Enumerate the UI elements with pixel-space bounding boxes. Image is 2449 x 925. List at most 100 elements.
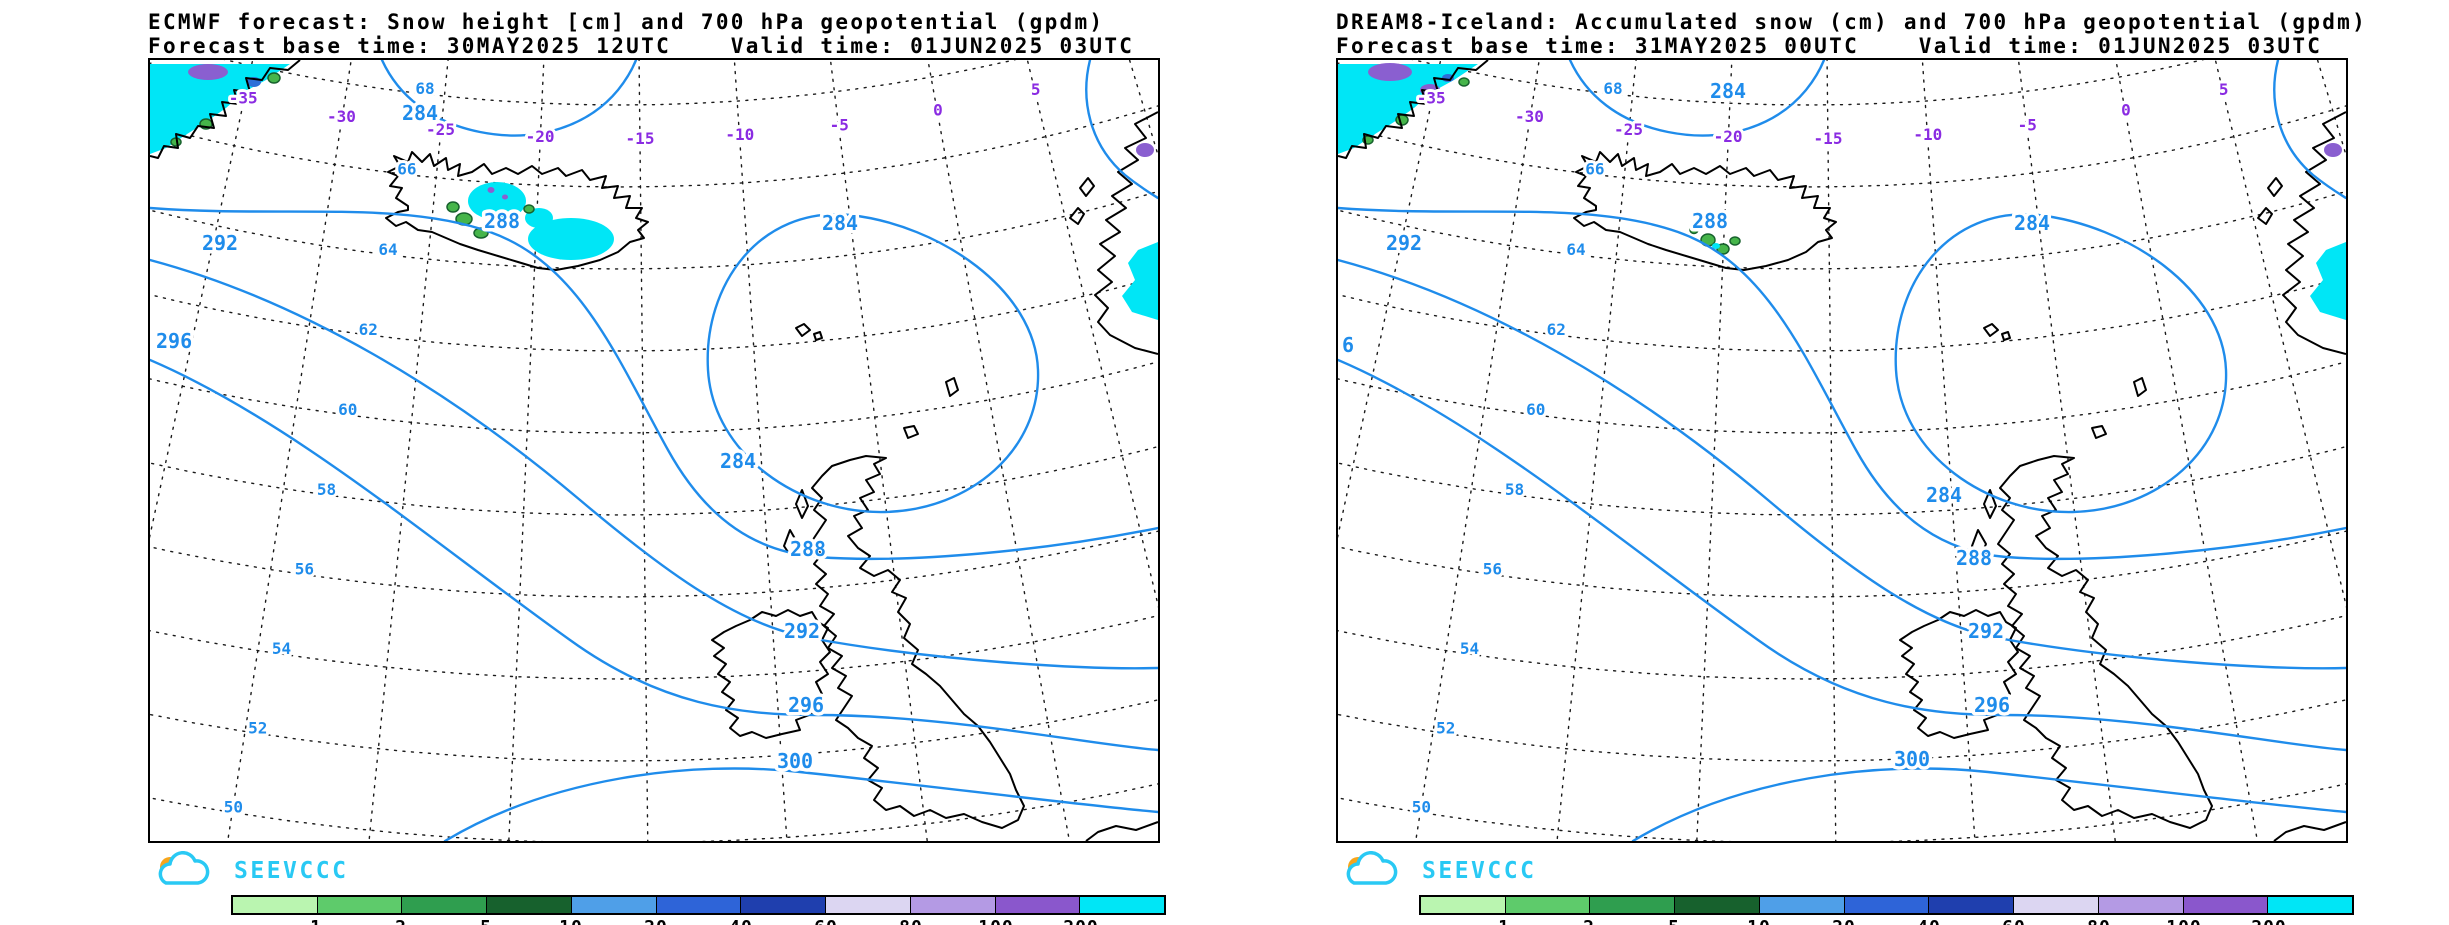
colorbar-tick-label: 40 (1917, 917, 1941, 925)
seevccc-logo: SEEVCCC (152, 851, 1156, 891)
graticule-grid (150, 60, 1158, 841)
panel-footer: SEEVCCC 1 2 5 10 20 40 60 80 100 200 (1336, 851, 2354, 925)
latitude-label: 58 (317, 480, 336, 499)
contour-labels: 284 288 292 6 284 284 288 292 296 300 (1339, 76, 2054, 775)
forecast-map-ecmwf: 284 288 292 296 284 284 288 292 296 300 68 66 64 62 60… (148, 58, 1160, 843)
colorbar-cell (1505, 897, 1591, 913)
page-title: DREAM8-Iceland: Accumulated snow (cm) an… (1336, 10, 2368, 34)
forecast-times: Forecast base time: 31MAY2025 00UTC Vali… (1336, 34, 2323, 58)
forecast-times: Forecast base time: 30MAY2025 12UTC Vali… (148, 34, 1135, 58)
contour-label: 292 (1968, 619, 2004, 643)
latitude-label: 58 (1505, 480, 1524, 499)
longitude-label: 5 (2219, 80, 2229, 99)
colorbar-tick-label: 20 (1832, 917, 1856, 925)
contour-label: 284 (1710, 79, 1746, 103)
longitude-label: -10 (725, 125, 754, 144)
colorbar-cell (2183, 897, 2269, 913)
contour-label: 288 (484, 209, 520, 233)
colorbar-tick-label: 2 (1583, 917, 1595, 925)
colorbar-tick-label: 40 (729, 917, 753, 925)
longitude-label: -5 (830, 115, 849, 134)
colorbar-tick-label: 10 (559, 917, 583, 925)
seevccc-cloud-icon (158, 851, 210, 885)
colorbar-tick-label: 60 (2002, 917, 2026, 925)
longitude-label: -15 (626, 129, 655, 148)
colorbar-tick-label: 60 (814, 917, 838, 925)
forecast-map-dream8: 284 288 292 6 284 284 288 292 296 300 68 66 64 62 60 58… (1336, 58, 2348, 843)
longitude-labels: -35 -30 -25 -20 -15 -10 -5 0 5 (1414, 77, 2232, 151)
colorbar-tick-label: 80 (2087, 917, 2111, 925)
colorbar-tick-label: 200 (2251, 917, 2287, 925)
latitude-labels: 68 66 64 62 60 58 56 54 52 50 (1409, 76, 1626, 820)
latitude-label: 66 (397, 160, 416, 179)
contour-label: 292 (784, 619, 820, 643)
latitude-label: 56 (1483, 560, 1502, 579)
contour-label: 296 (788, 693, 824, 717)
longitude-label: 0 (2121, 100, 2131, 119)
latitude-label: 62 (359, 320, 378, 339)
panel-ecmwf-titles: ECMWF forecast: Snow height [cm] and 700… (148, 10, 1156, 58)
colorbar-cell (402, 897, 488, 913)
latitude-label: 54 (1460, 639, 1479, 658)
contour-label: 300 (777, 749, 813, 773)
contour-label: 296 (156, 329, 192, 353)
longitude-label: -5 (2018, 115, 2037, 134)
latitude-label: 66 (1585, 160, 1604, 179)
colorbar-cell (2098, 897, 2184, 913)
contour-label: 292 (1386, 231, 1422, 255)
page-title: ECMWF forecast: Snow height [cm] and 700… (148, 10, 1105, 34)
seevccc-cloud-icon (1346, 851, 1398, 885)
contour-label: 288 (1956, 546, 1992, 570)
contour-label: 284 (402, 101, 438, 125)
longitude-label: -10 (1913, 125, 1942, 144)
colorbar-cell (571, 897, 657, 913)
colorbar-tick-label: 80 (899, 917, 923, 925)
graticule-grid (1338, 60, 2346, 841)
contour-label: 300 (1894, 747, 1930, 771)
colorbar-cell (910, 897, 996, 913)
latitude-label: 64 (1566, 240, 1585, 259)
latitude-label: 50 (224, 798, 243, 817)
geopotential-contours (150, 60, 1158, 841)
colorbar-cell (1080, 897, 1165, 913)
latitude-label: 60 (338, 400, 357, 419)
coastlines (150, 60, 1158, 841)
colorbar-cell (317, 897, 403, 913)
contour-labels: 284 288 292 296 284 284 288 292 296 300 (153, 98, 862, 777)
contour-label: 284 (822, 211, 858, 235)
latitude-label: 52 (1436, 719, 1455, 738)
colorbar-cell (741, 897, 827, 913)
latitude-label: 50 (1412, 798, 1431, 817)
contour-label: 296 (1974, 693, 2010, 717)
latitude-label: 68 (415, 79, 434, 98)
contour-label: 292 (202, 231, 238, 255)
panel-ecmwf: ECMWF forecast: Snow height [cm] and 700… (148, 10, 1166, 925)
colorbar-cell (1421, 897, 1506, 913)
contour-label: 284 (2014, 211, 2050, 235)
latitude-label: 64 (378, 240, 397, 259)
colorbar-tick-label: 5 (1668, 917, 1680, 925)
longitude-label: -25 (1614, 120, 1643, 139)
contour-label: 288 (1692, 209, 1728, 233)
colorbar-tick-label: 1 (1498, 917, 1510, 925)
colorbar-tick-label: 1 (310, 917, 322, 925)
colorbar-tick-label: 20 (644, 917, 668, 925)
colorbar-cell (2268, 897, 2353, 913)
longitude-label: 5 (1031, 80, 1041, 99)
snow-scale-colorbar (231, 895, 1166, 915)
colorbar-cell (233, 897, 318, 913)
seevccc-logo-text: SEEVCCC (234, 858, 349, 884)
latitude-label: 60 (1526, 400, 1545, 419)
colorbar-tick-label: 200 (1063, 917, 1099, 925)
colorbar-cell (826, 897, 911, 913)
colorbar-tick-label: 2 (395, 917, 407, 925)
seevccc-logo: SEEVCCC (1340, 851, 2344, 891)
colorbar-cell (487, 897, 572, 913)
contour-label: 288 (790, 537, 826, 561)
longitude-label: -25 (426, 120, 455, 139)
longitude-label: 0 (933, 100, 943, 119)
panel-dream8-titles: DREAM8-Iceland: Accumulated snow (cm) an… (1336, 10, 2368, 58)
colorbar-tick-label: 10 (1747, 917, 1771, 925)
geopotential-contours (1338, 60, 2346, 841)
